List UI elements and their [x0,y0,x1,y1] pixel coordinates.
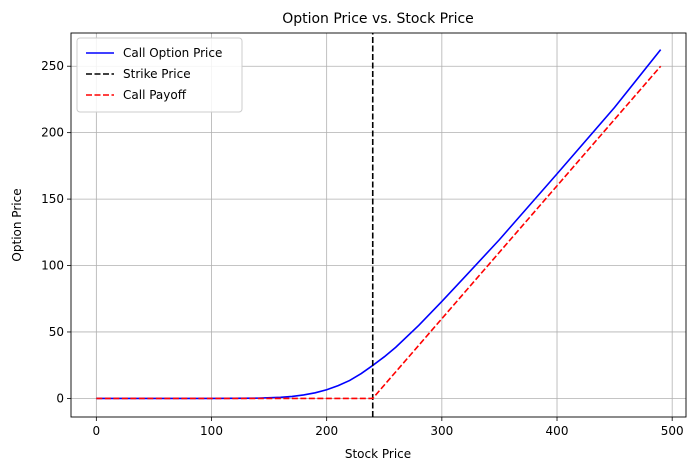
plot-area: 0 100 200 300 400 500 0 50 100 150 200 250 Call Opti… [41,32,687,438]
y-axis-label: Option Price [10,188,24,261]
x-tick-label: 200 [315,424,338,438]
x-tick-label: 100 [200,424,223,438]
x-tick-label: 0 [93,424,101,438]
y-tick-label: 100 [41,259,64,273]
x-tick-label: 300 [430,424,453,438]
legend-label-strike-price: Strike Price [123,67,191,81]
chart-title: Option Price vs. Stock Price [282,11,474,27]
x-tick-label: 500 [661,424,684,438]
series-call-option-price [96,49,662,400]
legend-label-call-option-price: Call Option Price [123,46,222,60]
y-tick-label: 200 [41,126,64,140]
legend: Call Option Price Strike Price Call Payoff [76,37,243,113]
x-axis-label: Stock Price [345,447,411,461]
series-call-payoff [96,65,662,400]
x-tick-label: 400 [546,424,569,438]
y-tick-label: 150 [41,192,64,206]
y-tick-label: 0 [56,391,64,405]
plot-frame [70,32,687,418]
y-tick-label: 50 [49,325,64,339]
y-tick-label: 250 [41,59,64,73]
legend-box [76,37,243,113]
legend-label-call-payoff: Call Payoff [123,88,187,102]
